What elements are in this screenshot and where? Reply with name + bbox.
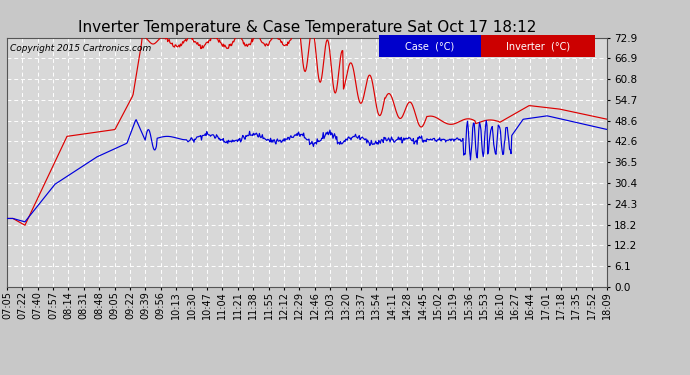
Title: Inverter Temperature & Case Temperature Sat Oct 17 18:12: Inverter Temperature & Case Temperature … [78, 20, 536, 35]
Text: Inverter  (°C): Inverter (°C) [506, 41, 570, 51]
Text: Copyright 2015 Cartronics.com: Copyright 2015 Cartronics.com [10, 44, 151, 53]
Bar [379, 35, 481, 57]
Text: Case  (°C): Case (°C) [406, 41, 455, 51]
Bar [481, 35, 595, 57]
